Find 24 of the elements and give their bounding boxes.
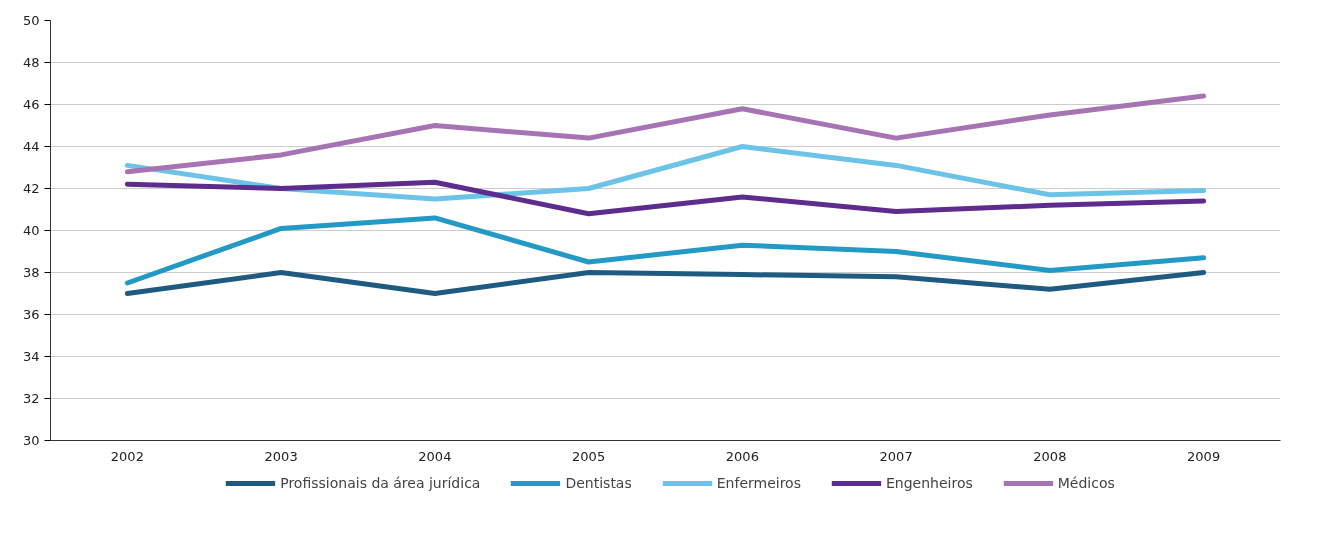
- y-tick-label: 48: [22, 55, 40, 70]
- x-tick-label: 2006: [725, 448, 759, 464]
- legend-label: Dentistas: [565, 475, 632, 491]
- y-tick-label: 42: [22, 181, 40, 196]
- y-tick-label: 46: [22, 97, 40, 112]
- legend-label: Profissionais da área jurídica: [280, 475, 481, 491]
- x-tick-label: 2005: [572, 448, 606, 464]
- x-tick-label: 2007: [879, 448, 913, 464]
- legend-label: Engenheiros: [885, 475, 973, 491]
- legend-label: Enfermeiros: [716, 475, 801, 491]
- y-tick-label: 32: [22, 391, 40, 406]
- y-tick-label: 38: [22, 265, 40, 280]
- y-tick-label: 40: [22, 223, 40, 238]
- x-tick-label: 2003: [264, 448, 298, 464]
- x-tick-label: 2008: [1033, 448, 1067, 464]
- x-tick-label: 2002: [110, 448, 144, 464]
- y-tick-label: 30: [22, 433, 40, 448]
- y-tick-label: 50: [22, 13, 40, 28]
- x-tick-label: 2004: [418, 448, 452, 464]
- x-tick-label: 2009: [1187, 448, 1221, 464]
- legend-label: Médicos: [1057, 475, 1115, 491]
- y-tick-label: 36: [22, 307, 40, 322]
- y-tick-label: 44: [22, 139, 40, 154]
- y-tick-label: 34: [22, 349, 40, 364]
